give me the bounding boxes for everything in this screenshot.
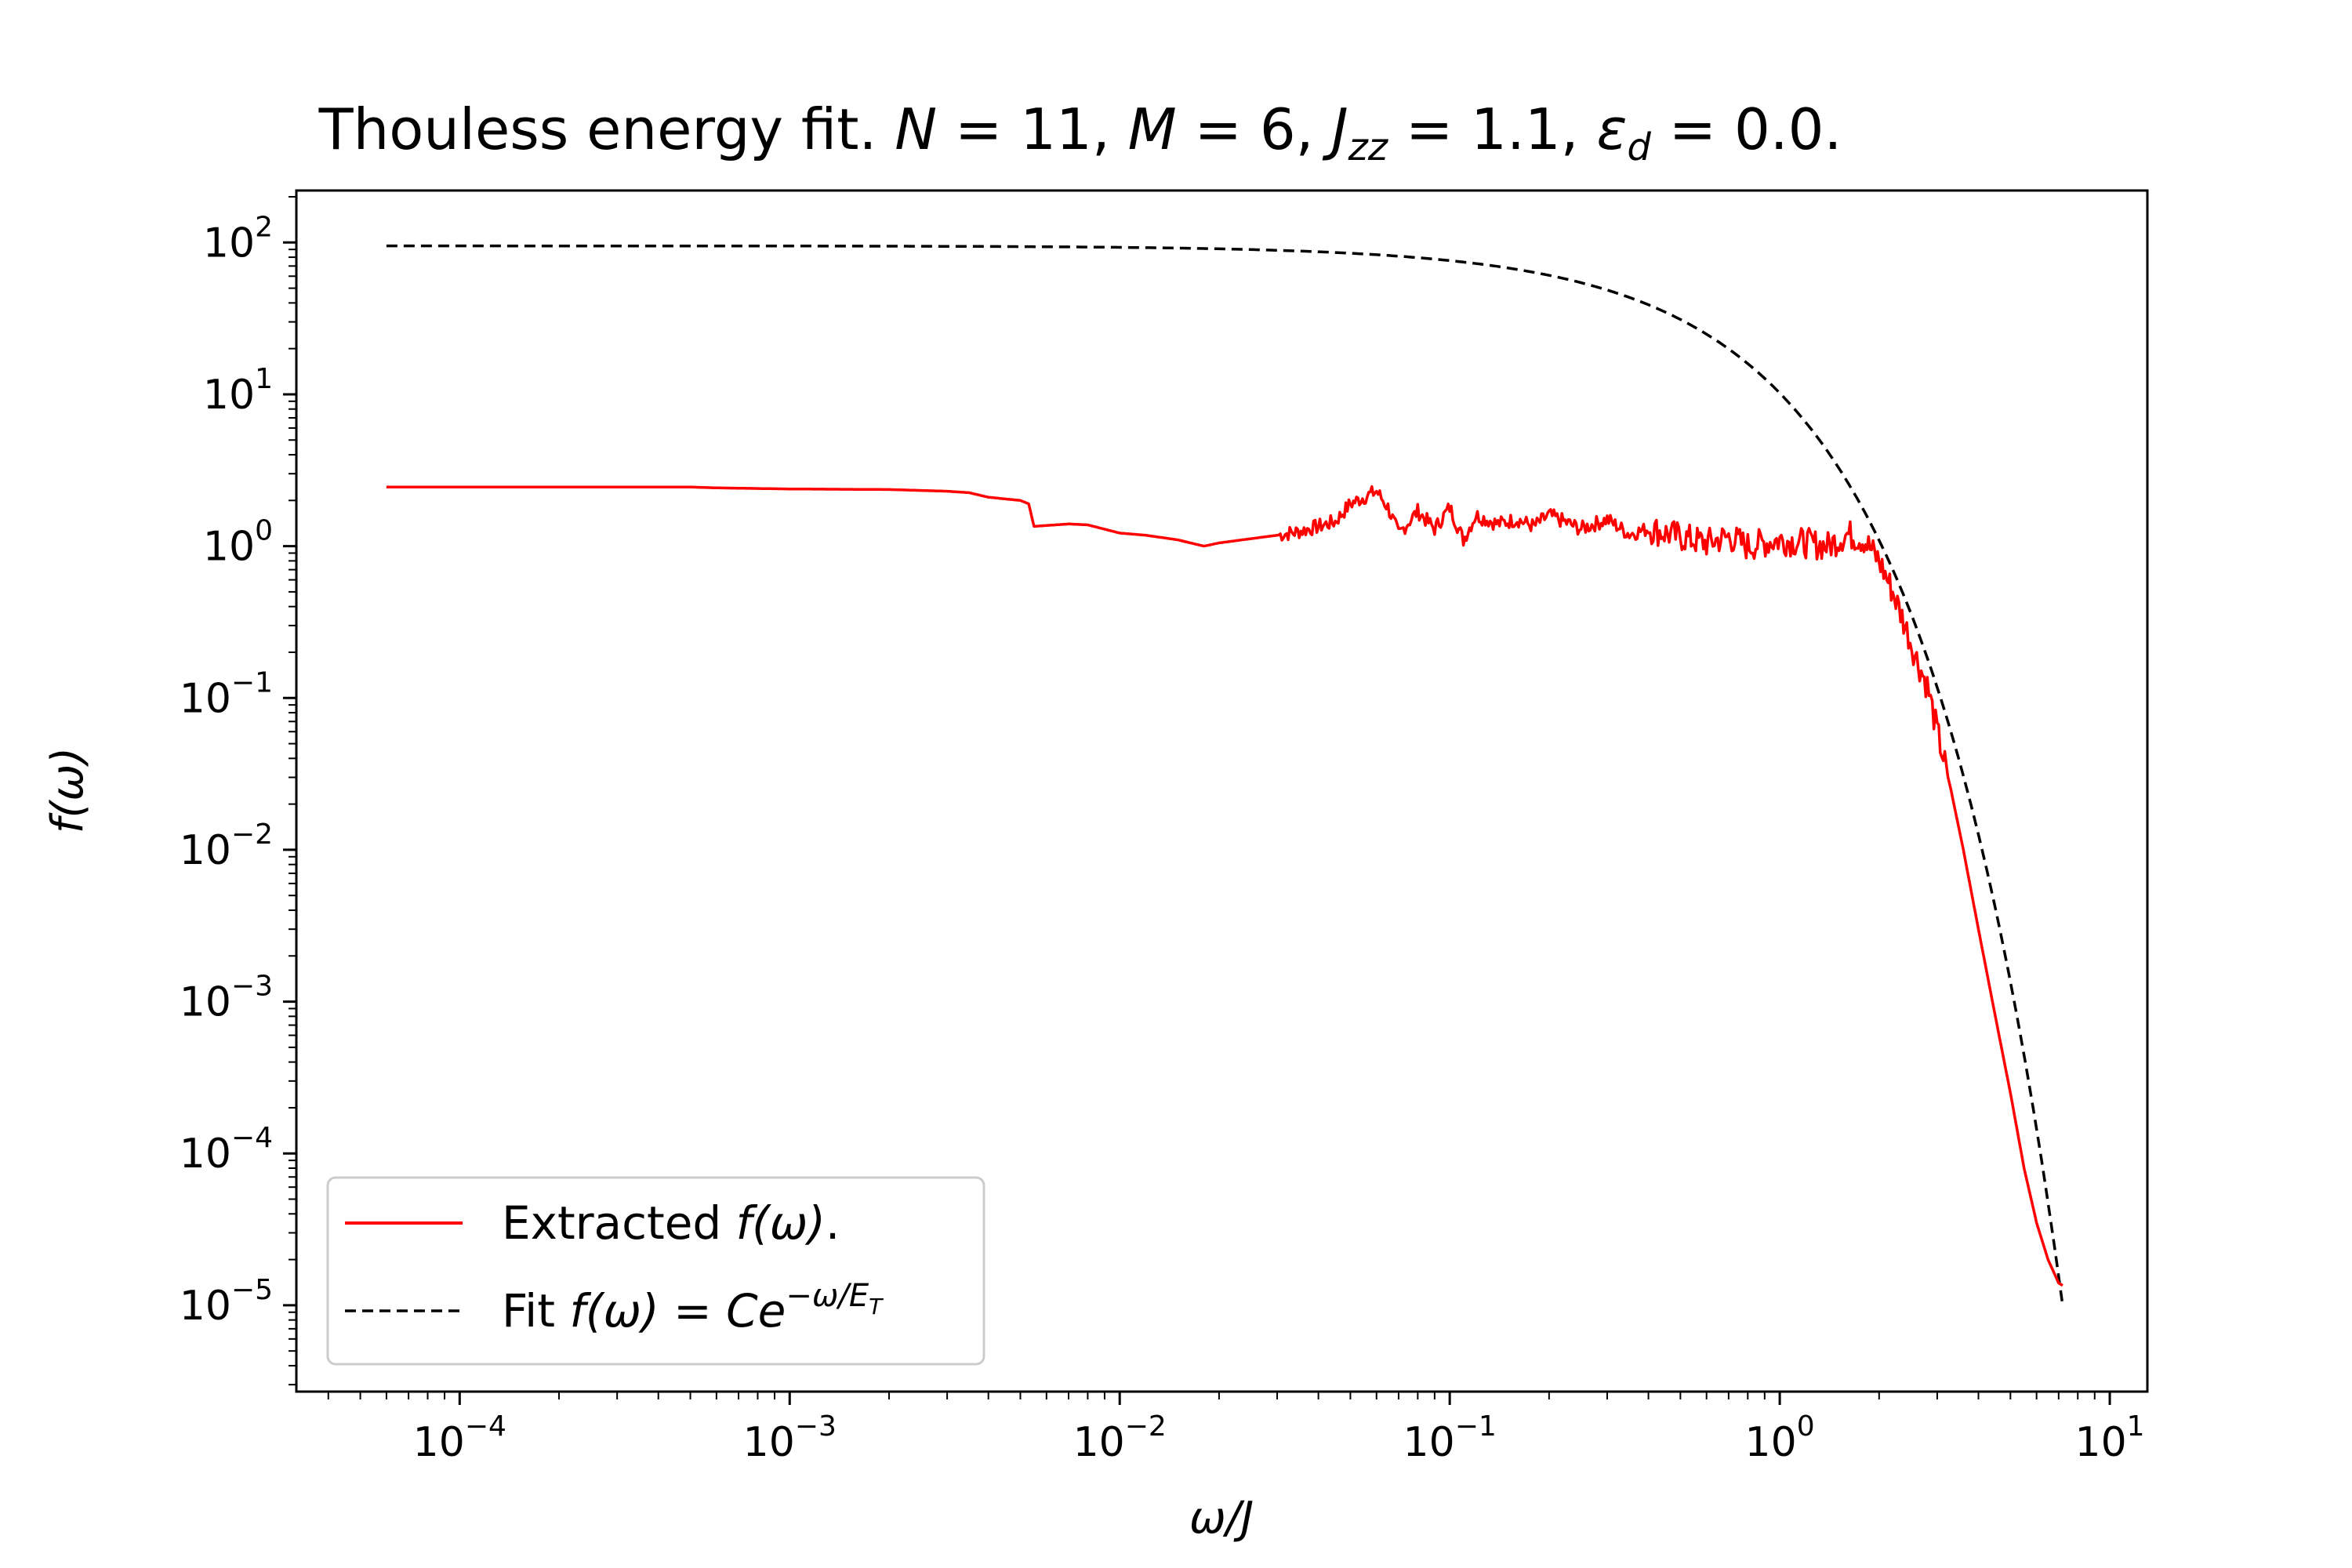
y-tick-label: 10−3 [180,971,273,1026]
y-tick-label: 100 [203,515,273,571]
x-tick-label: 100 [1745,1410,1815,1466]
x-axis-label: ω/J [1189,1493,1254,1544]
x-tick-label: 10−2 [1073,1410,1167,1466]
legend-label-fit: Fit f(ω) = Ce−ω/ET [502,1278,884,1338]
y-tick-label: 10−5 [180,1274,273,1330]
y-tick-label: 10−2 [180,818,273,874]
y-tick-label: 102 [203,211,273,267]
y-tick-label: 10−4 [180,1122,273,1178]
chart-title: Thouless energy fit. N = 11, M = 6, Jzz … [318,96,1842,169]
series-line-fit [386,244,2064,1306]
legend-box [326,1176,985,1366]
series-layer [386,244,2064,1306]
y-axis-label: f(ω) [42,747,93,833]
series-line-extracted [386,485,2063,1287]
y-tick-label: 101 [203,363,273,419]
y-tick-label: 10−1 [180,666,273,722]
legend-label-extracted: Extracted f(ω). [502,1196,840,1250]
y-axis-ticks: 102 101 100 10−1 10−2 10−3 10−4 10−5 [180,196,296,1386]
x-tick-label: 10−1 [1403,1410,1497,1466]
axes-frame [295,189,2149,1393]
x-tick-label: 101 [2074,1410,2144,1466]
x-axis-ticks: 10−4 10−3 10−2 10−1 100 101 [327,1392,2145,1466]
legend: Extracted f(ω). Fit f(ω) = Ce−ω/ET [326,1176,985,1366]
x-tick-label: 10−4 [413,1410,506,1466]
x-tick-label: 10−3 [743,1410,837,1466]
